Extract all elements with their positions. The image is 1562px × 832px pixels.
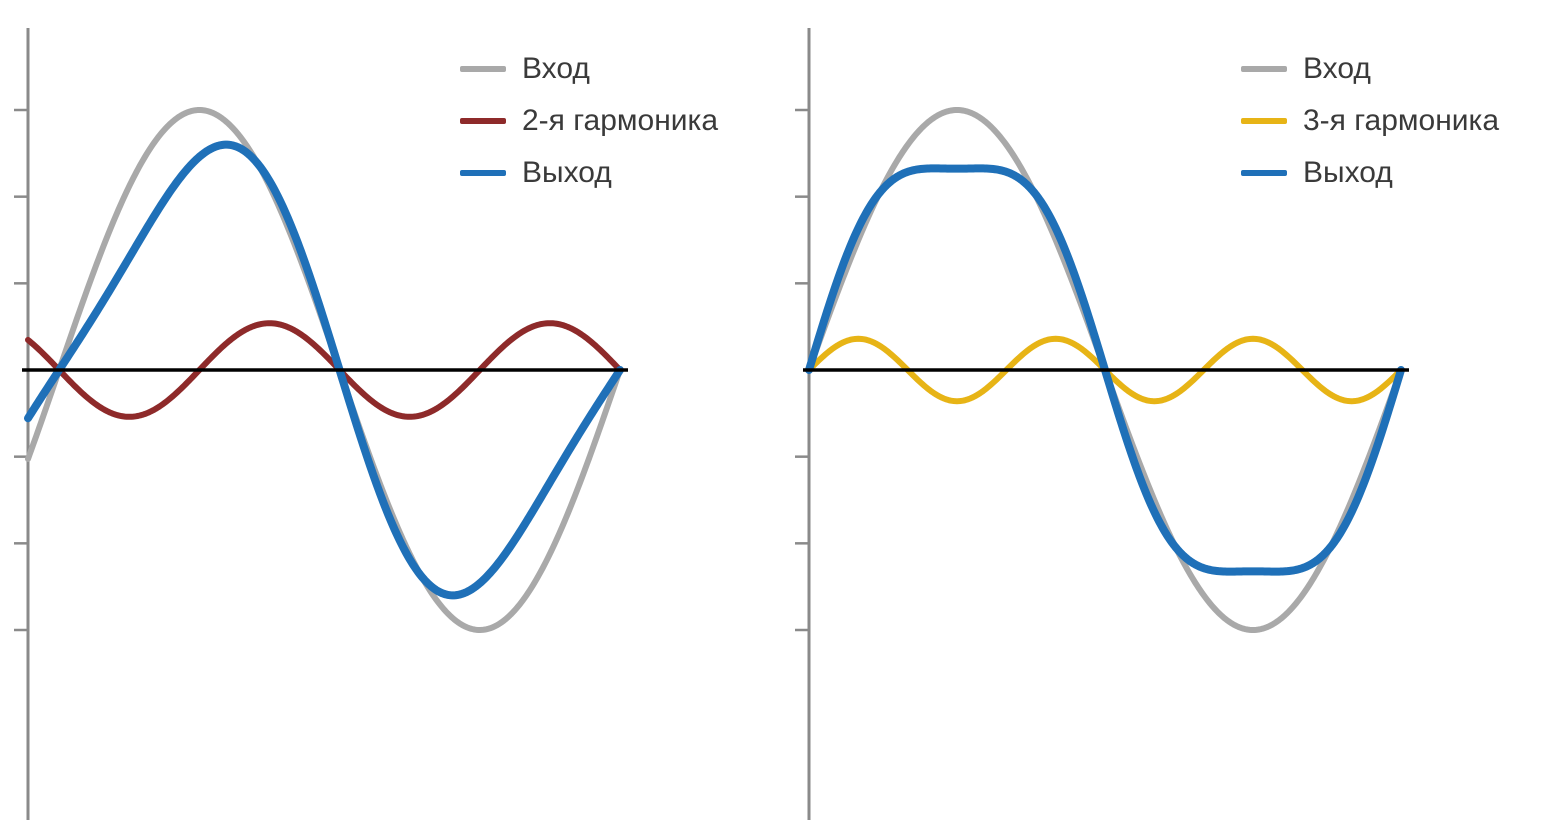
legend-item: 2-я гармоника <box>460 104 718 138</box>
harmonics-panel-right: Вход 3-я гармоника Выход <box>781 0 1562 832</box>
legend-item: 3-я гармоника <box>1241 104 1499 138</box>
harmonics-panel-left: Вход 2-я гармоника Выход <box>0 0 781 832</box>
legend-label: Вход <box>1303 52 1371 86</box>
legend-right: Вход 3-я гармоника Выход <box>1241 52 1499 208</box>
legend-item: Вход <box>1241 52 1499 86</box>
legend-left: Вход 2-я гармоника Выход <box>460 52 718 208</box>
legend-label: 2-я гармоника <box>522 104 718 138</box>
legend-item: Выход <box>460 156 718 190</box>
legend-item: Вход <box>460 52 718 86</box>
legend-swatch <box>1241 66 1287 72</box>
legend-swatch <box>1241 170 1287 176</box>
legend-swatch <box>460 118 506 124</box>
legend-label: Вход <box>522 52 590 86</box>
legend-swatch <box>460 170 506 176</box>
legend-label: Выход <box>522 156 612 190</box>
legend-label: Выход <box>1303 156 1393 190</box>
legend-item: Выход <box>1241 156 1499 190</box>
chart-root: Вход 2-я гармоника Выход Вход 3-я гармоника… <box>0 0 1562 832</box>
legend-swatch <box>460 66 506 72</box>
legend-label: 3-я гармоника <box>1303 104 1499 138</box>
legend-swatch <box>1241 118 1287 124</box>
